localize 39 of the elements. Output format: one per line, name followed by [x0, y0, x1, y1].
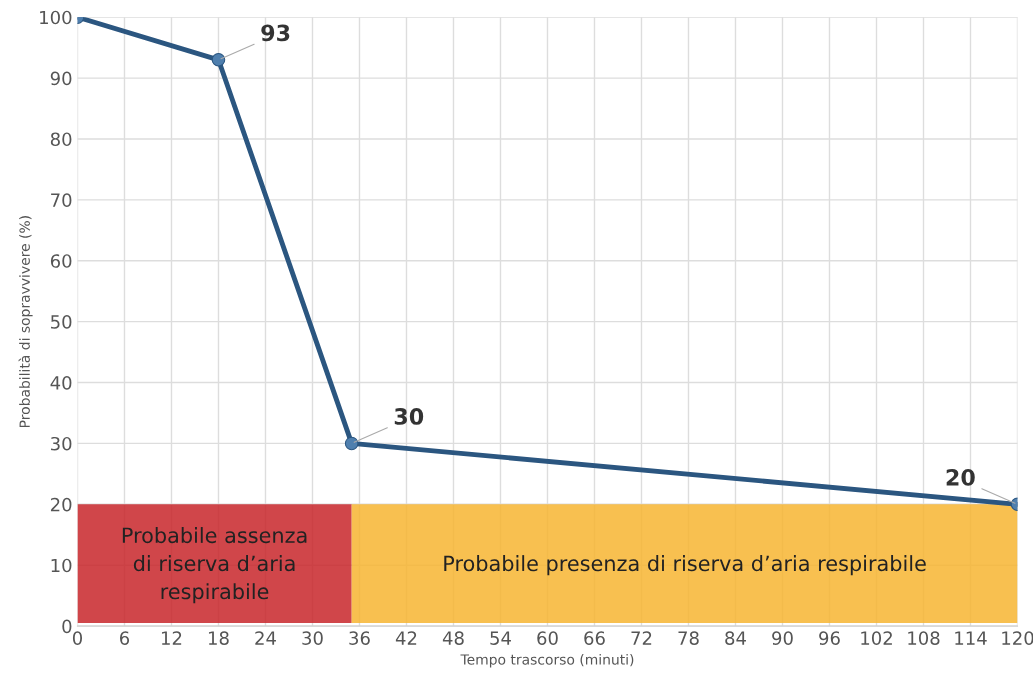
- data-label: 20: [946, 468, 975, 486]
- x-tick-label: 66: [584, 631, 605, 645]
- x-tick-label: 48: [442, 631, 464, 645]
- y-tick-label: 40: [50, 375, 72, 390]
- x-tick-label: 84: [725, 631, 746, 645]
- x-tick-label: 120: [1002, 631, 1033, 645]
- x-tick-label: 36: [349, 631, 370, 645]
- x-tick-label: 102: [861, 631, 892, 645]
- y-tick-label: 10: [51, 558, 72, 573]
- y-tick-label: 30: [51, 436, 72, 451]
- y-tick-label: 50: [51, 315, 72, 329]
- y-tick-label: 60: [50, 254, 72, 268]
- band-label: Probabile presenza di riserva d’aria respirabile: [444, 555, 926, 576]
- x-tick-label: 18: [208, 631, 229, 645]
- y-tick-label: 90: [50, 71, 72, 86]
- x-tick-label: 108: [908, 631, 940, 645]
- x-tick-label: 90: [772, 631, 793, 645]
- data-label: 93: [261, 24, 290, 42]
- y-tick-label: 20: [50, 497, 72, 512]
- y-axis-title: Probabilità di sopravvivere (%): [18, 216, 33, 427]
- y-tick-label: 80: [50, 132, 72, 147]
- x-axis-title: Tempo trascorso (minuti): [460, 653, 634, 668]
- x-tick-label: 0: [72, 631, 83, 645]
- x-tick-label: 12: [161, 631, 182, 645]
- x-tick-label: 42: [395, 631, 417, 645]
- band-label: Probabile assenza di riserva d’aria respirabile: [122, 527, 307, 604]
- x-tick-label: 96: [819, 631, 840, 645]
- x-tick-label: 114: [955, 631, 987, 645]
- data-label: 30: [394, 408, 424, 425]
- x-tick-label: 78: [678, 631, 699, 645]
- y-tick-label: 100: [40, 10, 72, 25]
- y-tick-label: 0: [62, 619, 72, 634]
- y-tick-label: 70: [51, 193, 72, 207]
- x-tick-label: 60: [537, 631, 558, 645]
- x-tick-label: 30: [302, 631, 323, 645]
- x-tick-label: 54: [490, 631, 511, 645]
- x-tick-label: 24: [255, 631, 276, 645]
- x-tick-label: 6: [119, 631, 130, 645]
- x-tick-label: 72: [631, 631, 652, 645]
